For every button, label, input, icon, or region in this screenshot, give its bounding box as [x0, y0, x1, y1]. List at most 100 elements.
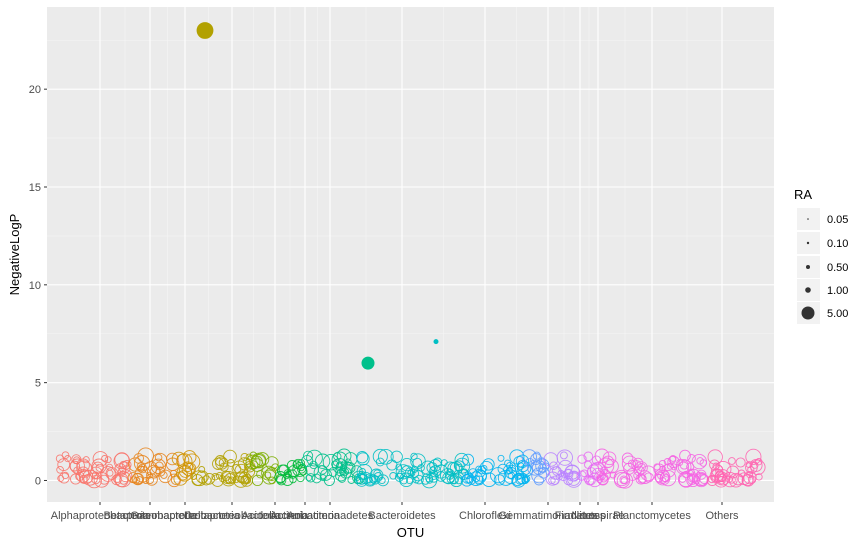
otu-point	[276, 464, 289, 476]
plot-panel	[47, 7, 774, 502]
otu-point	[356, 451, 369, 464]
otu-point	[237, 475, 245, 483]
x-tick-label: Deltaproteobacteria	[184, 510, 281, 522]
otu-point	[586, 467, 597, 478]
otu-point	[686, 468, 701, 483]
otu-point	[306, 473, 316, 483]
otu-point	[710, 469, 724, 482]
y-axis-title: NegativeLogP	[7, 214, 22, 296]
otu-point	[286, 460, 298, 471]
otu-point	[454, 452, 469, 468]
x-tick-label: Nitrospirae	[571, 510, 624, 522]
otu-point	[714, 469, 731, 486]
otu-point	[420, 460, 435, 475]
otu-point	[559, 451, 568, 460]
otu-point	[117, 467, 127, 476]
otu-point	[655, 470, 671, 486]
otu-point	[587, 463, 604, 480]
otu-point	[454, 476, 463, 485]
x-tick-label: Planctomycetes	[613, 510, 691, 522]
otu-point	[249, 460, 259, 469]
otu-point	[440, 468, 456, 484]
otu-point	[173, 471, 188, 486]
otu-point	[577, 454, 587, 464]
otu-point	[602, 451, 617, 466]
otu-point	[142, 477, 150, 484]
bulk-points	[55, 447, 766, 489]
legend-label: 0.10	[827, 238, 848, 250]
otu-point	[133, 453, 144, 464]
otu-point	[747, 466, 755, 474]
otu-point	[231, 464, 242, 474]
highlighted-point	[196, 22, 214, 39]
otu-point	[737, 469, 746, 478]
x-tick-label: Others	[705, 510, 739, 522]
legend-label: 0.50	[827, 262, 848, 274]
x-tick-label: Armatimonadetes	[287, 510, 374, 522]
otu-point	[453, 460, 465, 472]
otu-point	[106, 469, 114, 477]
otu-point	[410, 452, 418, 461]
otu-point	[417, 464, 425, 472]
otu-point	[93, 471, 110, 488]
otu-point	[743, 471, 757, 485]
otu-point	[638, 470, 652, 484]
otu-point	[594, 448, 610, 464]
legend-key-circle	[806, 241, 810, 245]
otu-point	[234, 463, 249, 478]
otu-point	[182, 461, 194, 473]
otu-point	[83, 473, 93, 484]
otu-point	[58, 472, 70, 484]
otu-point	[104, 456, 112, 464]
otu-point	[319, 474, 327, 482]
otu-point	[232, 476, 240, 484]
otu-point	[198, 476, 206, 484]
otu-point	[331, 451, 348, 468]
otu-point	[601, 455, 615, 468]
otu-point	[147, 464, 161, 479]
size-legend: RA 0.05 0.10 0.50 1.00 5.00	[794, 187, 848, 324]
y-tick-label: 20	[29, 84, 41, 96]
otu-point	[154, 453, 163, 462]
otu-point	[146, 471, 153, 479]
otu-point	[620, 477, 628, 484]
otu-point	[741, 473, 755, 487]
otu-point	[281, 474, 294, 487]
otu-point	[264, 471, 272, 479]
otu-point	[69, 458, 85, 474]
otu-point	[687, 454, 696, 463]
otu-point	[276, 475, 287, 486]
legend-label: 5.00	[827, 308, 848, 320]
otu-point	[745, 461, 758, 474]
highlighted-point	[361, 356, 375, 370]
otu-point	[150, 458, 167, 474]
otu-point	[468, 471, 484, 486]
otu-point	[551, 466, 562, 476]
otu-point	[155, 466, 166, 477]
x-axis: AlphaproteobacteriaBetaproteobacteriaGam…	[51, 502, 739, 522]
otu-point	[627, 459, 636, 468]
otu-point	[70, 473, 82, 485]
otu-point	[527, 459, 544, 476]
otu-point	[460, 474, 474, 487]
otu-point	[699, 459, 708, 467]
otu-point	[347, 476, 356, 484]
otu-point	[596, 473, 609, 485]
otu-point	[215, 456, 229, 470]
otu-point	[414, 474, 424, 485]
otu-point	[171, 451, 186, 466]
otu-point	[313, 465, 329, 480]
otu-point	[114, 452, 130, 468]
otu-point	[211, 472, 219, 481]
x-tick-label: Actinobacteria	[270, 510, 341, 522]
otu-point	[390, 450, 403, 463]
otu-point	[64, 455, 72, 463]
otu-point	[443, 461, 457, 475]
otu-point	[462, 473, 473, 484]
otu-point	[289, 475, 297, 484]
otu-point	[320, 468, 332, 481]
otu-point	[637, 463, 646, 472]
otu-point	[56, 465, 64, 474]
otu-point	[404, 467, 416, 478]
otu-point	[667, 455, 680, 469]
